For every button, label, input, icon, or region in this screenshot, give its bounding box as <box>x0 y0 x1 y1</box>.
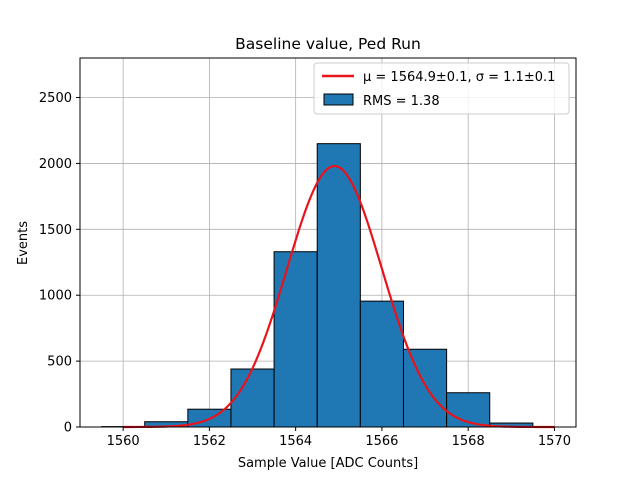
y-tick-label: 1500 <box>39 223 72 238</box>
y-axis-label: Events <box>16 221 31 265</box>
x-tick-label: 1564 <box>279 434 312 449</box>
x-tick-label: 1566 <box>365 434 398 449</box>
x-tick-label: 1560 <box>107 434 140 449</box>
x-axis-label: Sample Value [ADC Counts] <box>238 456 418 471</box>
legend-hist-label: RMS = 1.38 <box>363 94 440 109</box>
chart-title: Baseline value, Ped Run <box>235 35 421 53</box>
plot-frame <box>79 57 577 428</box>
histogram-bar <box>230 368 275 428</box>
y-tick-label: 0 <box>64 421 72 436</box>
y-axis-ticks: 0 500 1000 1500 2000 2500 <box>39 91 80 436</box>
x-tick-label: 1568 <box>452 434 485 449</box>
x-tick-label: 1570 <box>538 434 571 449</box>
fit-curve <box>123 164 555 429</box>
x-tick-label: 1562 <box>193 434 226 449</box>
y-tick-label: 2000 <box>39 157 72 172</box>
y-tick-label: 1000 <box>39 289 72 304</box>
legend-fit-label: μ = 1564.9±0.1, σ = 1.1±0.1 <box>363 70 555 85</box>
y-tick-label: 2500 <box>39 91 72 106</box>
gaussian-fit <box>123 164 555 429</box>
histogram-bar <box>316 143 361 428</box>
histogram-bar <box>402 348 448 428</box>
legend-box <box>313 62 570 115</box>
legend-hist-swatch <box>323 93 354 106</box>
y-tick-label: 500 <box>47 355 72 370</box>
histogram-bar <box>273 251 318 428</box>
legend: μ = 1564.9±0.1, σ = 1.1±0.1 RMS = 1.38 <box>313 62 570 115</box>
x-axis-ticks: 1560 1562 1564 1566 1568 1570 <box>107 427 571 449</box>
